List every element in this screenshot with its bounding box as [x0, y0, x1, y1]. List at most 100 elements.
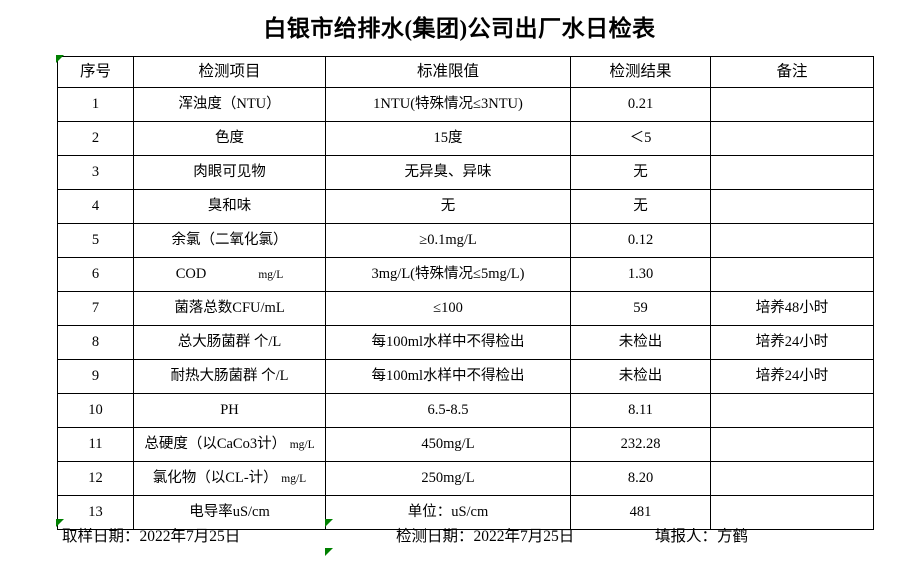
cell-no: 1 [57, 87, 134, 122]
cell-no: 10 [57, 393, 134, 428]
test-date-label: 检测日期：2022年7月25日 [396, 528, 575, 545]
cell-item: 耐热大肠菌群 个/L [133, 359, 326, 394]
table-header: 序号 检测项目 标准限值 检测结果 备注 [57, 56, 874, 88]
green-corner-marker-icon [56, 55, 64, 63]
cell-note [710, 427, 874, 462]
cell-note [710, 257, 874, 292]
cell-note: 培养48小时 [710, 291, 874, 326]
cell-item-name: 氯化物（以CL-计） [152, 470, 278, 487]
cell-item-unit: mg/L [281, 473, 307, 486]
column-header-item: 检测项目 [133, 56, 326, 88]
table-row: 8 总大肠菌群 个/L 每100ml水样中不得检出 未检出 培养24小时 [57, 325, 874, 360]
page-title: 白银市给排水(集团)公司出厂水日检表 [263, 16, 656, 41]
cell-item: 余氯（二氧化氯） [133, 223, 326, 258]
cell-result: 8.11 [570, 393, 711, 428]
table-header-row: 序号 检测项目 标准限值 检测结果 备注 [57, 56, 874, 88]
cell-no: 5 [57, 223, 134, 258]
cell-item: 色度 [133, 121, 326, 156]
table-row: 3 肉眼可见物 无异臭、异味无 [57, 155, 874, 190]
table-row: 9 耐热大肠菌群 个/L 每100ml水样中不得检出 未检出 培养24小时 [57, 359, 874, 394]
cell-limit: 无 [325, 189, 571, 224]
cell-limit: 1NTU(特殊情况≤3NTU) [325, 87, 571, 122]
green-corner-marker-icon [325, 519, 333, 527]
cell-limit: 450mg/L [325, 427, 571, 462]
cell-item-name: 余氯（二氧化氯） [171, 232, 288, 249]
green-corner-marker-icon [325, 548, 333, 556]
column-header-no: 序号 [57, 56, 134, 88]
cell-no: 9 [57, 359, 134, 394]
cell-note [710, 495, 874, 530]
cell-no: 4 [57, 189, 134, 224]
cell-no: 13 [57, 495, 134, 530]
table-row: 11 总硬度（以CaCo3计） mg/L 450mg/L 232.28 [57, 427, 874, 462]
cell-item: 肉眼可见物 [133, 155, 326, 190]
cell-limit: ≥0.1mg/L [325, 223, 571, 258]
cell-item: 氯化物（以CL-计） mg/L [133, 461, 326, 496]
cell-item-name: 浑浊度（NTU） [178, 96, 281, 113]
reporter-label: 填报人：方鹤 [655, 528, 749, 545]
cell-note [710, 87, 874, 122]
cell-note [710, 461, 874, 496]
cell-item: 菌落总数CFU/mL [133, 291, 326, 326]
cell-item-name: 肉眼可见物 [193, 164, 266, 181]
cell-item-name: 总大肠菌群 个/L [177, 334, 282, 351]
cell-item: 臭和味 [133, 189, 326, 224]
cell-item: 浑浊度（NTU） [133, 87, 326, 122]
table-row: 10 PH 6.5-8.5 8.11 [57, 393, 874, 428]
table-body: 1 浑浊度（NTU） 1NTU(特殊情况≤3NTU) 0.21 2 色度 15度 ＜5 3 肉眼可… [57, 87, 874, 530]
cell-note: 培养24小时 [710, 325, 874, 360]
cell-item-name: PH [220, 402, 239, 419]
table-row: 5 余氯（二氧化氯） ≥0.1mg/L 0.12 [57, 223, 874, 258]
cell-result: 481 [570, 495, 711, 530]
cell-result: 59 [570, 291, 711, 326]
green-corner-marker-icon [56, 519, 64, 527]
cell-item-name: 总硬度（以CaCo3计） [144, 436, 287, 453]
footer-row: 取样日期：2022年7月25日 检测日期：2022年7月25日 填报人：方鹤 [0, 524, 919, 554]
cell-limit: 15度 [325, 121, 571, 156]
cell-item-name: 电导率uS/cm [189, 504, 270, 521]
cell-item-unit: mg/L [258, 269, 284, 282]
cell-note [710, 393, 874, 428]
cell-limit: 每100ml水样中不得检出 [325, 359, 571, 394]
cell-item-name: 臭和味 [207, 198, 252, 215]
cell-limit: ≤100 [325, 291, 571, 326]
cell-no: 3 [57, 155, 134, 190]
cell-note [710, 155, 874, 190]
cell-note [710, 223, 874, 258]
cell-limit: 6.5-8.5 [325, 393, 571, 428]
table-row: 1 浑浊度（NTU） 1NTU(特殊情况≤3NTU) 0.21 [57, 87, 874, 122]
table-row: 13 电导率uS/cm 单位：uS/cm 481 [57, 495, 874, 530]
cell-result: 8.20 [570, 461, 711, 496]
column-header-limit: 标准限值 [325, 56, 571, 88]
cell-result: 无 [570, 155, 711, 190]
cell-result: 未检出 [570, 325, 711, 360]
cell-limit: 无异臭、异味 [325, 155, 571, 190]
cell-note [710, 121, 874, 156]
column-header-result: 检测结果 [570, 56, 711, 88]
cell-no: 2 [57, 121, 134, 156]
table-row: 6 COD mg/L 3mg/L(特殊情况≤5mg/L) 1.30 [57, 257, 874, 292]
cell-no: 11 [57, 427, 134, 462]
cell-limit: 250mg/L [325, 461, 571, 496]
cell-note: 培养24小时 [710, 359, 874, 394]
cell-no: 6 [57, 257, 134, 292]
cell-result: 未检出 [570, 359, 711, 394]
cell-limit: 每100ml水样中不得检出 [325, 325, 571, 360]
table-row: 12 氯化物（以CL-计） mg/L 250mg/L 8.20 [57, 461, 874, 496]
cell-result: 232.28 [570, 427, 711, 462]
cell-item: 总硬度（以CaCo3计） mg/L [133, 427, 326, 462]
cell-no: 12 [57, 461, 134, 496]
cell-item-name: 色度 [215, 130, 244, 147]
cell-no: 7 [57, 291, 134, 326]
sample-date-label: 取样日期：2022年7月25日 [62, 528, 241, 545]
cell-item: 电导率uS/cm [133, 495, 326, 530]
cell-item: COD mg/L [133, 257, 326, 292]
cell-limit: 3mg/L(特殊情况≤5mg/L) [325, 257, 571, 292]
cell-item-name: COD [175, 266, 207, 283]
cell-result: ＜5 [570, 121, 711, 156]
table-row: 7 菌落总数CFU/mL ≤100 59 培养48小时 [57, 291, 874, 326]
inspection-table: 序号 检测项目 标准限值 检测结果 备注 1 浑浊度（NTU） 1NTU(特殊情况≤… [57, 56, 874, 530]
cell-item-name: 菌落总数CFU/mL [174, 300, 285, 317]
cell-result: 0.21 [570, 87, 711, 122]
